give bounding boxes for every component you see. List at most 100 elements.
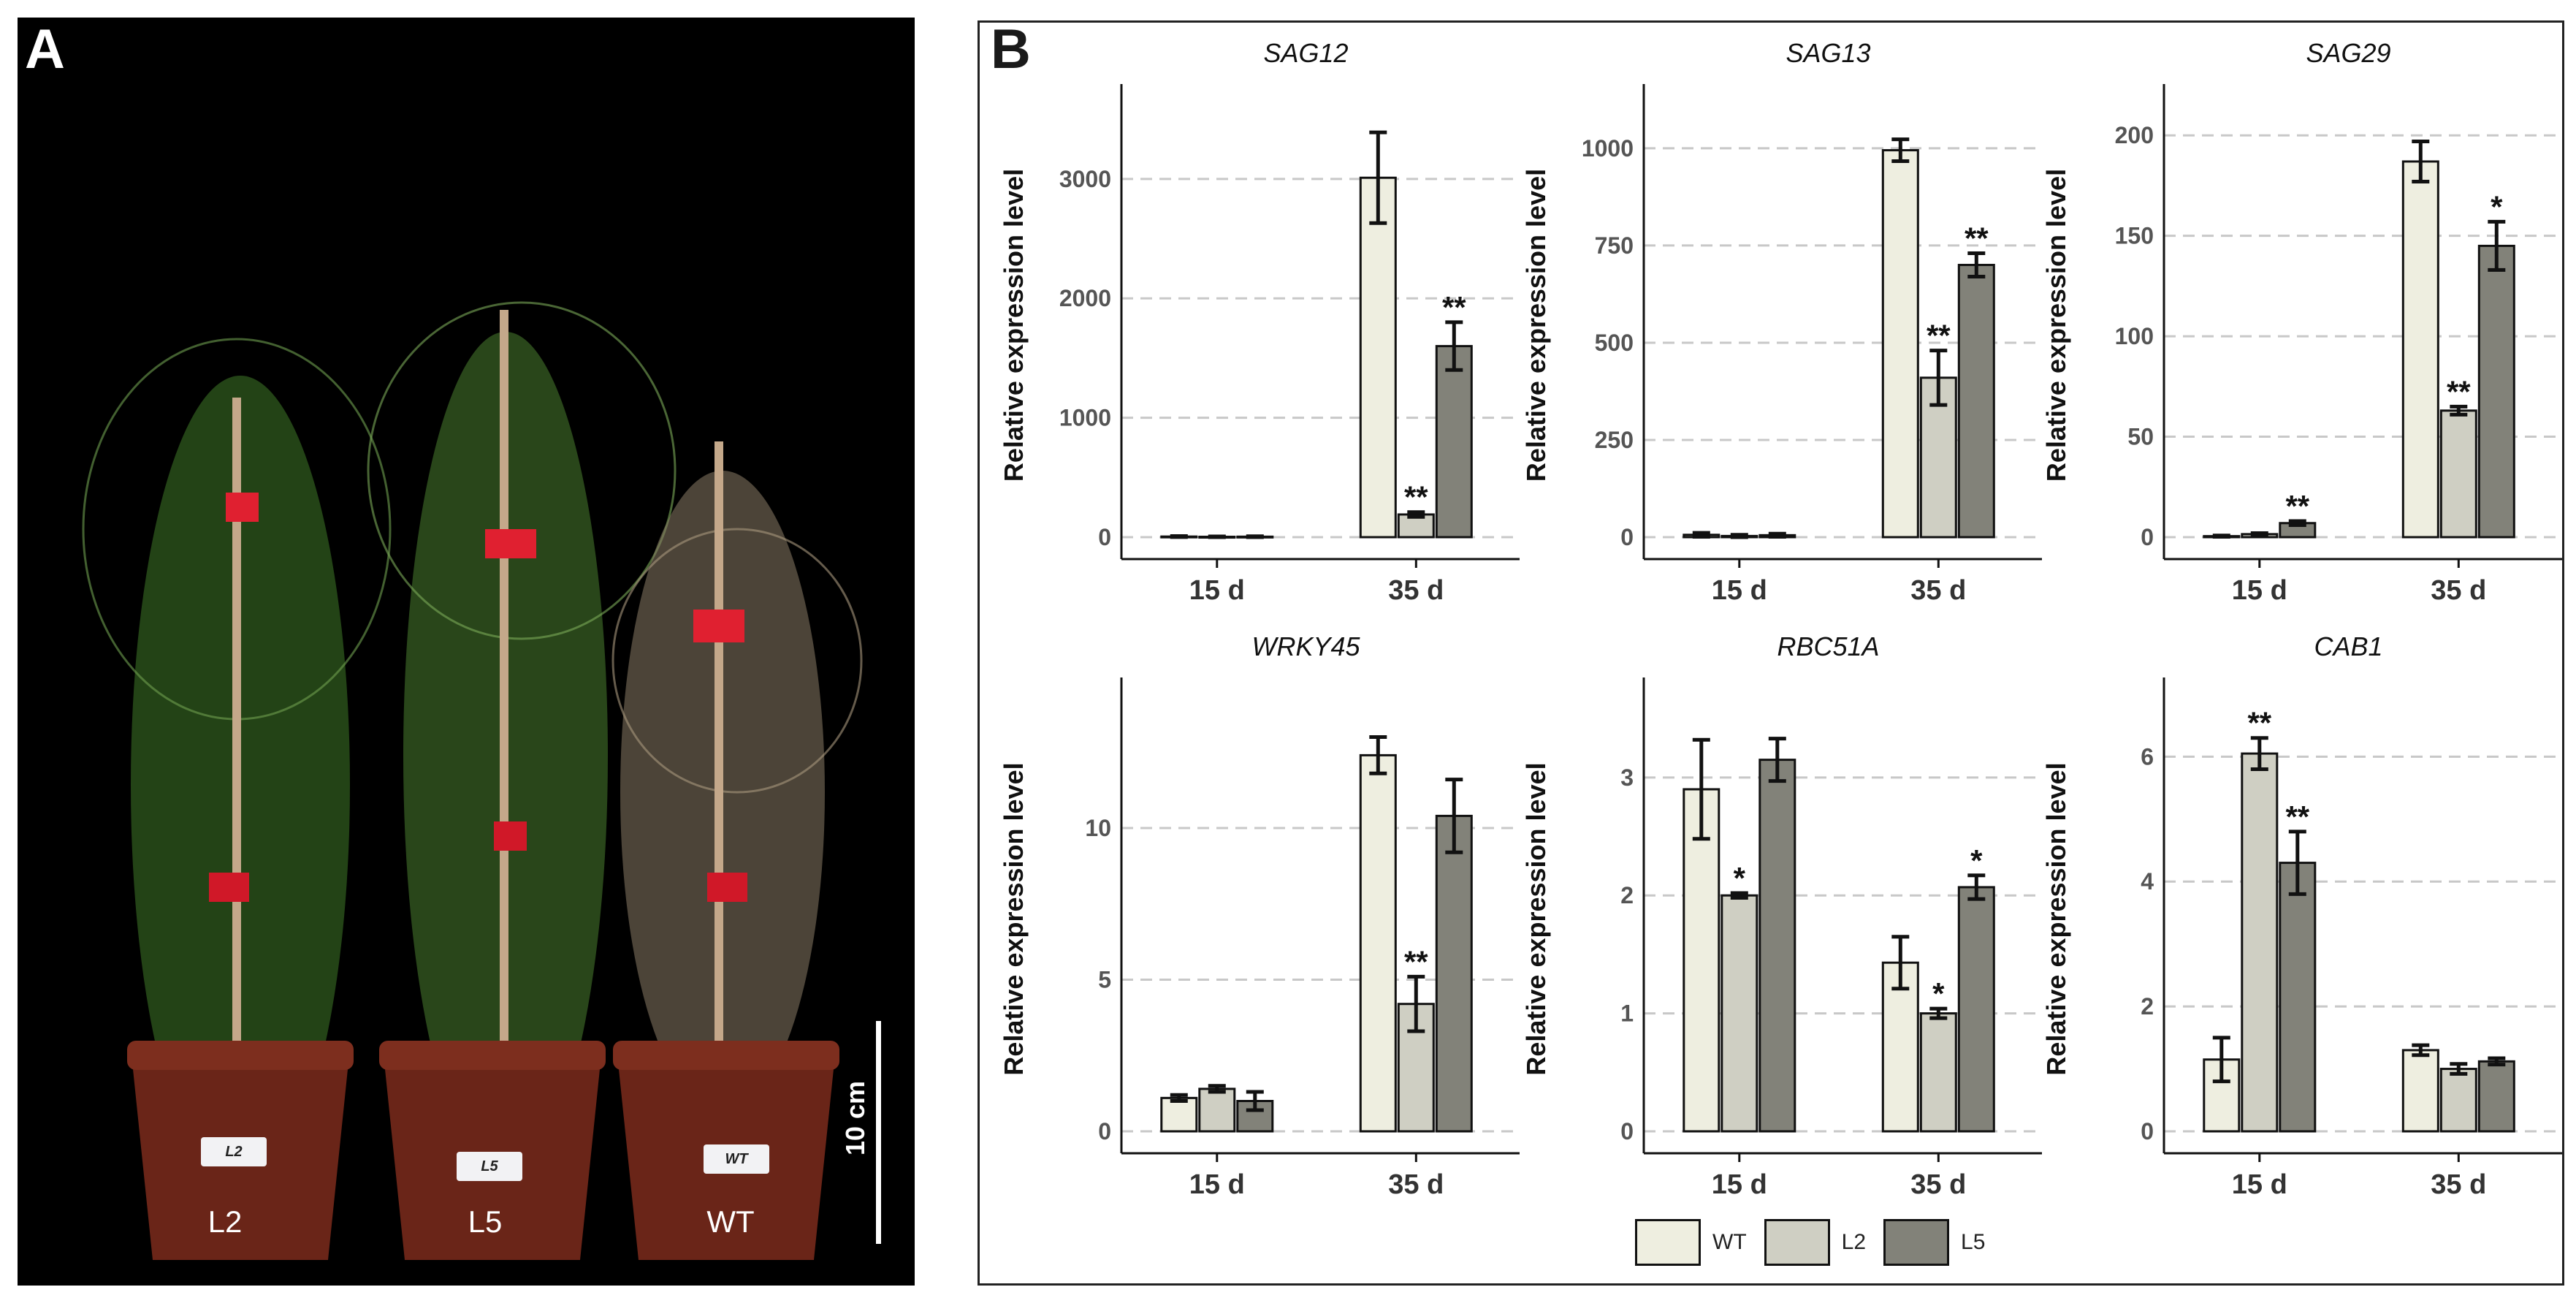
sag12-bar-wt-1 [1359,176,1397,539]
sag29-x-tick-label: 15 d [2232,575,2287,606]
plant-photo-panel: L2 L5 WT [18,18,915,1286]
wrky45-significance-mark: ** [1404,944,1428,979]
cab1-x-tick-label: 15 d [2232,1169,2287,1200]
wrky45-y-tick-label: 0 [1098,1118,1111,1144]
cab1-y-tick-label: 2 [2141,993,2154,1020]
sag13-significance-mark: ** [1965,221,1989,256]
cab1-bar-l5-1 [2477,1060,2515,1133]
sag29-bar-wt-1 [2401,160,2439,539]
plant-wt-foliage [611,441,863,1114]
sag13-y-tick-label: 0 [1620,524,1634,550]
plant-label-wt: WT [706,1204,755,1239]
cab1-significance-mark: ** [2247,706,2271,740]
wrky45-title: WRKY45 [1251,631,1360,661]
rbc51a-significance-mark: * [1970,843,1983,878]
sag12-title: SAG12 [1263,38,1348,68]
legend-item-l2: L2 [1764,1219,1866,1266]
sag13-significance-mark: ** [1927,319,1951,353]
plant-l5-foliage [367,301,677,1180]
sag12-bar-l5-1 [1435,345,1473,539]
wrky45-bar-l2-1 [1397,1003,1435,1133]
rbc51a-bar-l2-0 [1720,894,1758,1133]
cab1-x-tick-label: 35 d [2431,1169,2486,1200]
rbc51a-y-tick-label: 2 [1620,882,1634,908]
sag12-x-tick-label: 15 d [1189,575,1245,606]
cab1-bar-l5-0 [2279,862,2317,1133]
sag13-y-label: Relative expression level [1521,169,1551,482]
panel-a-letter: A [25,18,65,80]
sag13-y-tick-label: 500 [1595,330,1634,356]
sag13-bar-wt-1 [1881,149,1919,539]
sag13-title: SAG13 [1786,38,1870,68]
legend-swatch [1883,1219,1950,1266]
sag13-x-tick-label: 35 d [1910,575,1966,606]
sag12-y-tick-label: 2000 [1059,285,1111,311]
cab1-title: CAB1 [2314,631,2382,661]
wrky45-y-tick-label: 5 [1098,967,1111,993]
sag13-y-tick-label: 250 [1595,427,1634,453]
rbc51a-x-tick-label: 35 d [1910,1169,1966,1200]
sag29-y-label: Relative expression level [2041,169,2071,482]
sag29-significance-mark: ** [2447,374,2471,409]
wrky45-y-tick-label: 10 [1085,815,1111,841]
rbc51a-x-tick-label: 15 d [1712,1169,1767,1200]
wrky45-bar-l2-0 [1198,1087,1236,1133]
cab1-y-tick-label: 6 [2141,743,2154,770]
sag13-x-tick-label: 15 d [1712,575,1767,606]
legend-label: WT [1712,1230,1747,1254]
sag12-x-tick-label: 35 d [1388,575,1444,606]
legend-item-l5: L5 [1883,1219,1985,1266]
sag12-significance-mark: ** [1404,480,1428,515]
rbc51a-significance-mark: * [1932,976,1945,1011]
sag13-bar-l5-1 [1957,264,1995,539]
plant-label-l2: L2 [207,1204,243,1239]
panel-b-letter: B [991,18,1031,80]
sag13-y-tick-label: 1000 [1582,135,1634,162]
wrky45-x-tick-label: 35 d [1388,1169,1444,1200]
rbc51a-significance-mark: * [1734,861,1746,895]
legend-label: L2 [1841,1230,1867,1254]
scale-bar [876,1021,881,1244]
legend: WT L2 L5 [1635,1216,2003,1269]
pot-tag-l2: L2 [201,1137,267,1166]
wrky45-y-label: Relative expression level [999,762,1029,1075]
legend-label: L5 [1961,1230,1986,1254]
sag12-y-label: Relative expression level [999,169,1029,482]
rbc51a-bar-l5-0 [1758,759,1796,1133]
cab1-bar-wt-1 [2401,1049,2439,1133]
sag29-x-tick-label: 35 d [2431,575,2486,606]
sag12-y-tick-label: 1000 [1059,405,1111,431]
sag12-y-tick-label: 3000 [1059,166,1111,192]
sag29-title: SAG29 [2306,38,2390,68]
sag29-y-tick-label: 50 [2127,424,2154,450]
cab1-y-tick-label: 4 [2141,868,2154,895]
legend-item-wt: WT [1635,1219,1747,1266]
rbc51a-y-label: Relative expression level [1521,762,1551,1075]
sag29-significance-mark: ** [2285,489,2309,523]
sag29-y-tick-label: 200 [2115,122,2154,148]
pot-l2-rim [127,1041,354,1070]
cab1-y-tick-label: 0 [2141,1118,2154,1144]
sag13-y-tick-label: 750 [1595,232,1634,259]
sag29-y-tick-label: 0 [2141,524,2154,550]
plant-l2-foliage [82,338,392,1194]
rbc51a-bar-l5-1 [1957,886,1995,1133]
sag12-significance-mark: ** [1442,290,1466,324]
pot-tag-l5: L5 [457,1152,522,1181]
sag29-bar-l5-1 [2477,244,2515,539]
cab1-y-label: Relative expression level [2041,762,2071,1075]
wrky45-bar-wt-1 [1359,753,1397,1133]
cab1-bar-l2-0 [2241,752,2279,1133]
sag12-bar-l2-1 [1397,513,1435,539]
pot-l5-rim [379,1041,606,1070]
cab1-significance-mark: ** [2285,800,2309,834]
rbc51a-bar-wt-0 [1683,788,1720,1133]
wrky45-bar-l5-1 [1435,814,1473,1133]
sag29-y-tick-label: 150 [2115,223,2154,249]
pot-tag-wt: WT [704,1144,769,1174]
cab1-bar-l2-1 [2439,1068,2477,1133]
wrky45-x-tick-label: 15 d [1189,1169,1245,1200]
plant-photo [82,301,863,1260]
legend-swatch [1635,1219,1701,1266]
